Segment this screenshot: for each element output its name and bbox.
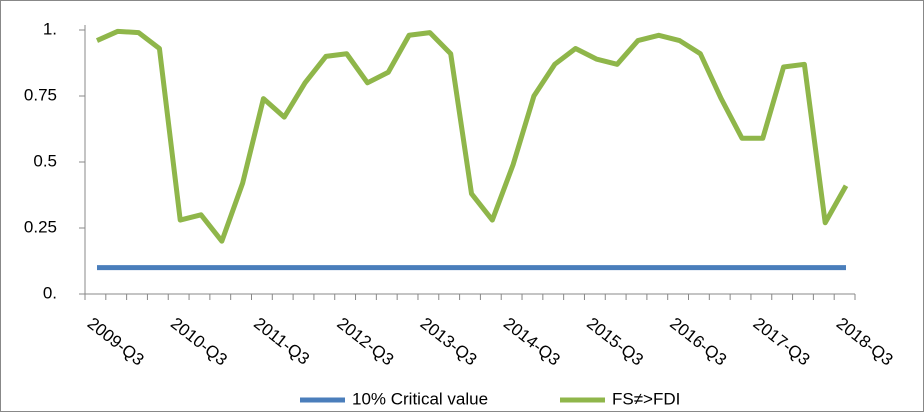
series-line xyxy=(95,28,849,244)
y-tick-label: 1. xyxy=(43,19,57,38)
y-tick-label: 0.5 xyxy=(33,151,57,170)
legend-label: 10% Critical value xyxy=(352,389,488,408)
y-tick-label: 0.25 xyxy=(24,217,57,236)
legend-label: FS≠>FDI xyxy=(612,389,680,408)
y-tick-label: 0. xyxy=(43,283,57,302)
y-tick-label: 0.75 xyxy=(24,85,57,104)
